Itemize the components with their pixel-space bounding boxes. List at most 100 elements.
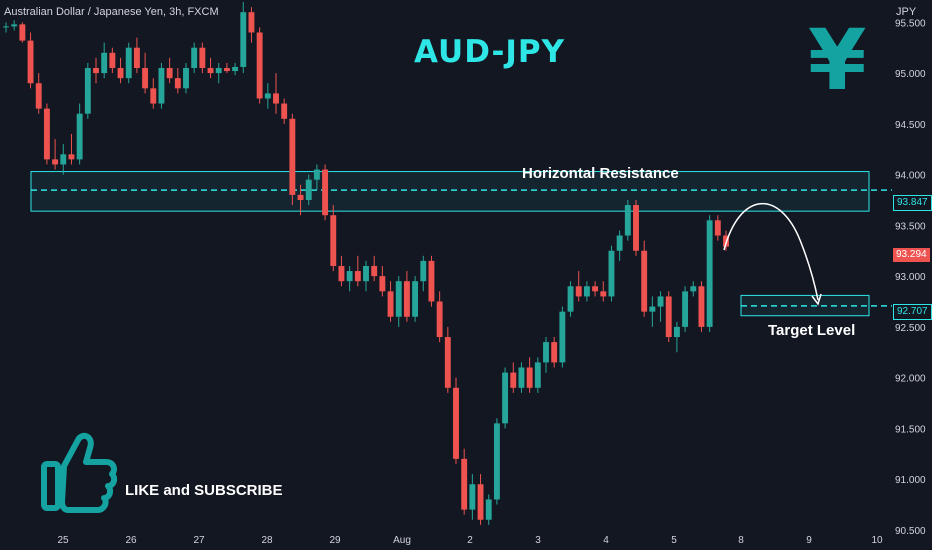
candle-body [387, 291, 394, 317]
candle-body [93, 68, 99, 74]
candle-body [305, 179, 312, 200]
like-subscribe-label: LIKE and SUBSCRIBE [125, 482, 283, 499]
forecast-arrow [723, 202, 819, 301]
candle-body [27, 40, 34, 84]
candle-body [412, 281, 419, 317]
candle-body [371, 265, 378, 277]
candle-body [330, 215, 337, 266]
candle-body [641, 250, 648, 312]
candle-body [150, 88, 157, 104]
price-tick-label: 91.000 [895, 475, 926, 486]
candle-body [313, 169, 320, 180]
price-tick-label: 95.000 [895, 69, 926, 80]
candle-body [223, 68, 230, 72]
candle-body [109, 52, 116, 69]
time-tick-label: 27 [193, 535, 205, 546]
price-tick-label: 95.500 [895, 18, 926, 29]
candle-body [575, 286, 582, 297]
candle-body [444, 337, 451, 388]
candle-body [256, 32, 263, 99]
time-tick-label: 8 [738, 535, 744, 546]
candle-body [485, 499, 492, 520]
resistance-price-tag: 93.847 [893, 195, 932, 211]
candle-body [354, 271, 361, 282]
candle-body [281, 103, 288, 119]
candle-body [346, 271, 353, 282]
candle-body [469, 484, 476, 510]
candle-body [395, 281, 402, 317]
time-axis: 25 26 27 28 29 Aug 2 3 4 5 8 9 10 [57, 535, 883, 546]
time-tick-label: 25 [57, 535, 69, 546]
candle-body [52, 159, 59, 165]
candle-body [289, 118, 296, 195]
candle-body [583, 286, 590, 297]
candle-body [714, 220, 721, 236]
candle-body [673, 326, 680, 338]
time-tick-label: 28 [261, 535, 273, 546]
candle-body [35, 83, 42, 109]
candle-body [526, 367, 533, 388]
price-axis: 95.500 95.000 94.500 94.000 93.500 93.000 92.5… [895, 18, 926, 537]
candle-body [11, 24, 18, 27]
candle-body [273, 93, 279, 104]
candle-body [657, 296, 664, 307]
time-tick-label: 5 [671, 535, 677, 546]
price-tick-label: 92.000 [895, 374, 926, 385]
annotation-zones [30, 171, 892, 317]
candle-body [363, 265, 369, 282]
candle-body [215, 68, 222, 74]
candle-body [592, 286, 599, 292]
candle-body [453, 387, 459, 459]
candle-body [624, 205, 631, 236]
candle-body [101, 52, 108, 74]
candle-body [174, 78, 181, 89]
candle-body [338, 265, 345, 282]
resistance-zone [30, 171, 870, 212]
candle-body [493, 423, 500, 500]
time-tick-label: 3 [535, 535, 541, 546]
candle-body [534, 362, 541, 388]
yen-icon: ¥ [808, 11, 867, 109]
price-tick-label: 90.500 [895, 526, 926, 537]
candle-body [191, 47, 198, 69]
candle-body [436, 301, 443, 338]
candle-body [600, 291, 607, 297]
candle-body [60, 154, 67, 165]
price-tick-label: 92.500 [895, 323, 926, 334]
candle-body [207, 68, 214, 74]
price-tick-label: 94.000 [895, 171, 926, 182]
candle-body [232, 67, 239, 72]
time-tick-label: 29 [329, 535, 341, 546]
candle-body [322, 169, 329, 216]
candle-body [403, 281, 410, 317]
candle-body [158, 68, 165, 104]
target-label: Target Level [768, 322, 856, 339]
candle-body [682, 291, 689, 327]
candle-body [420, 260, 427, 282]
candle-body [559, 311, 566, 363]
price-tick-label: 94.500 [895, 120, 926, 131]
candle-body [248, 12, 255, 33]
candle-body [68, 154, 75, 160]
candle-body [240, 12, 247, 68]
candle-body [706, 220, 713, 327]
target-price-tag: 92.707 [893, 304, 932, 320]
thumbs-up-icon [41, 432, 118, 513]
symbol-info[interactable]: Australian Dollar / Japanese Yen, 3h, FX… [4, 6, 219, 18]
candle-body [166, 68, 173, 79]
time-tick-label: 4 [603, 535, 609, 546]
time-tick-label: 10 [871, 535, 883, 546]
candle-body [183, 68, 189, 89]
candle-body [616, 235, 623, 251]
candle-body [117, 68, 124, 79]
chart-title: AUD-JPY [414, 34, 566, 70]
candle-body [3, 26, 9, 28]
candle-body [477, 484, 484, 520]
time-tick-label: 2 [467, 535, 473, 546]
current-price-tag: 93.294 [893, 248, 930, 262]
candle-body [461, 458, 468, 510]
candle-body [608, 250, 615, 297]
resistance-label: Horizontal Resistance [522, 165, 679, 182]
price-tick-label: 93.500 [895, 221, 926, 232]
